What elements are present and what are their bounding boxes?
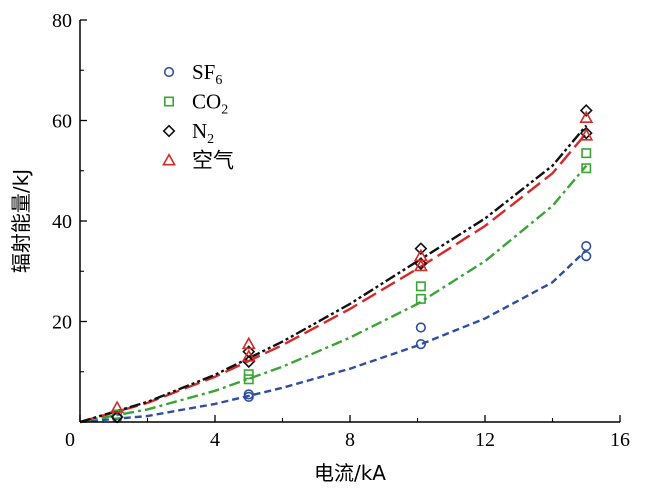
data-point (581, 163, 592, 174)
data-point (243, 374, 254, 385)
data-point (415, 281, 426, 292)
x-tick-label: 4 (210, 429, 220, 451)
legend-marker-3 (162, 124, 176, 138)
series-2-points (112, 148, 592, 420)
data-point (415, 339, 426, 350)
fit-line-2 (79, 164, 588, 424)
data-point (581, 251, 592, 262)
x-axis-title: 电流/kA (314, 461, 386, 485)
fit-line-4 (79, 132, 588, 424)
y-tick-label: 60 (52, 111, 72, 133)
data-point (414, 242, 428, 256)
series-1-points (112, 241, 592, 424)
data-point (413, 258, 428, 272)
plot-area (79, 104, 594, 424)
x-tick-label: 8 (345, 429, 355, 451)
legend-label-1: SF6 (192, 60, 222, 88)
data-point (243, 369, 254, 380)
data-point (579, 128, 594, 141)
data-point (242, 355, 256, 369)
legend-label-2: CO2 (192, 90, 228, 118)
legend-label-3: N2 (192, 119, 214, 147)
data-point (579, 104, 593, 117)
fit-line-1 (79, 249, 588, 424)
y-tick-label: 80 (52, 10, 72, 32)
data-point (579, 110, 594, 123)
x-tick-label: 12 (475, 429, 495, 451)
data-point (110, 400, 125, 413)
data-point (579, 126, 593, 140)
fit-line-3 (79, 124, 588, 424)
x-tick-label: 16 (610, 429, 630, 451)
data-point (581, 241, 592, 252)
data-point (415, 322, 426, 333)
legend-marker-2 (164, 96, 175, 107)
data-point (243, 389, 254, 400)
data-point (112, 409, 123, 420)
data-point (414, 257, 428, 271)
y-tick-label: 20 (52, 312, 72, 334)
y-axis-title: 辐射能量/kJ (9, 169, 33, 273)
x-ticks: 0 4 8 12 16 (65, 415, 630, 451)
data-point (242, 345, 256, 359)
data-point (241, 349, 256, 362)
legend-marker-4 (162, 153, 176, 166)
data-point (415, 293, 426, 304)
series-3-points (110, 104, 593, 424)
data-point (581, 148, 592, 159)
axes: 0 4 8 12 16 20 40 60 80 (52, 10, 630, 451)
data-point (241, 336, 256, 350)
legend-marker-1 (163, 66, 175, 78)
series-4-points (110, 110, 594, 413)
y-tick-label: 40 (52, 211, 72, 233)
data-point (413, 248, 428, 262)
x-tick-label: 0 (65, 429, 75, 451)
legend-label-4: 空气 (192, 149, 234, 173)
y-ticks: 20 40 60 80 (52, 10, 87, 373)
